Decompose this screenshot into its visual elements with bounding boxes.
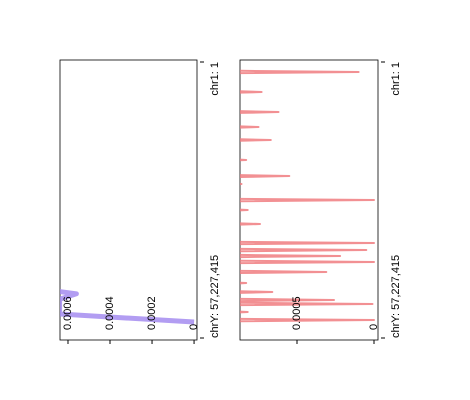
value-tick-label: 0.0002 [146,296,158,330]
value-tick-label: 0.0004 [104,296,116,330]
position-tick-label: chrY: 57,227,415 [209,255,221,338]
data-line [240,69,375,323]
position-tick-label: chr1: 1 [209,62,221,96]
value-tick-label: 0.0006 [62,296,74,330]
data-line [60,289,195,325]
value-tick-label: 0.0005 [291,296,303,330]
panel-frame [59,59,198,341]
value-tick-label: 0 [188,324,200,330]
plot-area [240,69,375,323]
position-tick-label: chr1: 1 [390,62,402,96]
plot-area [60,289,195,325]
panel-frame [239,59,379,341]
position-tick-label: chrY: 57,227,415 [390,255,402,338]
value-tick-label: 0 [368,324,380,330]
